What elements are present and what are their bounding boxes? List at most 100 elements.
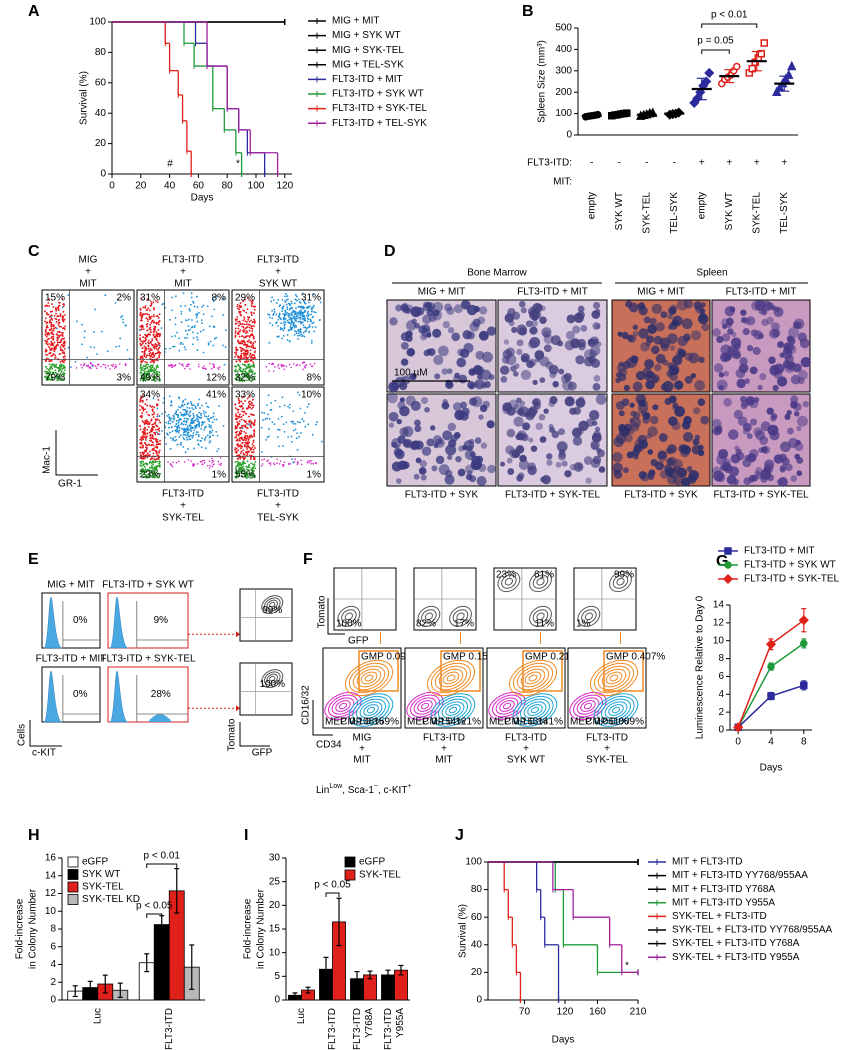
flow-event [237, 321, 239, 323]
flow-event [187, 448, 189, 450]
y-tick-label: 12 [45, 888, 57, 899]
flow-event [149, 334, 151, 336]
cell-nucleus [669, 396, 677, 404]
flow-event [171, 297, 173, 299]
gate-label: CMP 0.121% [422, 717, 481, 728]
y-tick-label: 0 [100, 169, 106, 180]
flow-event [183, 429, 185, 431]
flow-event [155, 346, 157, 348]
flow-event [150, 365, 152, 367]
flow-event [144, 408, 146, 410]
flow-event [249, 355, 251, 357]
flow-event [313, 311, 315, 313]
flow-event [196, 313, 198, 315]
flow-event [245, 353, 247, 355]
cell-nucleus [566, 331, 575, 340]
flow-event [237, 438, 239, 440]
y-tick-label: 2 [50, 977, 56, 988]
flow-event [144, 423, 146, 425]
flow-event [146, 366, 148, 368]
flow-event [62, 328, 64, 330]
flow-event [250, 457, 252, 459]
cell-nucleus [593, 375, 600, 382]
cell-nucleus [423, 303, 431, 311]
flow-event [44, 340, 46, 342]
flow-event [147, 318, 149, 320]
contour-percent: 99% [262, 605, 282, 616]
flow-event [58, 320, 60, 322]
cell-nucleus [585, 478, 591, 484]
cell-nucleus [506, 347, 515, 356]
flow-event [56, 333, 58, 335]
cell-nucleus [458, 375, 467, 384]
flow-event [243, 329, 245, 331]
flow-event [139, 334, 141, 336]
flow-event [152, 462, 154, 464]
flow-event [84, 363, 86, 365]
cell-nucleus [747, 433, 753, 439]
flow-event [291, 303, 293, 305]
flow-event [153, 316, 155, 318]
flow-event [293, 430, 295, 432]
flow-event [212, 460, 214, 462]
flow-event [212, 345, 214, 347]
cell-nucleus [731, 454, 741, 464]
flow-event [289, 314, 291, 316]
flow-event [172, 421, 174, 423]
flow-event [213, 412, 215, 414]
flow-event [59, 334, 61, 336]
flow-event [109, 368, 111, 370]
flow-event [321, 441, 323, 443]
flow-event [284, 310, 286, 312]
flow-event [234, 352, 236, 354]
flow-event [251, 311, 253, 313]
flow-event [146, 336, 148, 338]
cell-nucleus [445, 444, 456, 455]
cell-nucleus [470, 451, 476, 457]
axis-label: GFP [348, 636, 369, 647]
flow-event [311, 342, 313, 344]
flow-event [62, 315, 64, 317]
legend-swatch [68, 882, 78, 892]
flow-event [287, 339, 289, 341]
flow-event [190, 427, 192, 429]
flow-event [278, 367, 280, 369]
cell-nucleus [633, 445, 641, 453]
flow-event [244, 457, 246, 459]
flow-event [183, 432, 185, 434]
flow-event [204, 415, 206, 417]
flow-event [191, 403, 193, 405]
flow-event [169, 319, 171, 321]
flow-event [271, 317, 273, 319]
legend-label: MIG + SYK-TEL [332, 45, 404, 56]
cell-nucleus [589, 410, 599, 420]
cell-nucleus [726, 322, 732, 328]
flow-event [235, 365, 237, 367]
flow-event [251, 446, 253, 448]
flow-event [235, 318, 237, 320]
cell-nucleus [451, 333, 460, 342]
flow-event [266, 404, 268, 406]
flow-event [193, 337, 195, 339]
flow-event [152, 410, 154, 412]
flow-event [287, 320, 289, 322]
cell-nucleus [546, 453, 552, 459]
cell-nucleus [557, 441, 568, 452]
flow-event [243, 324, 245, 326]
cell-nucleus [460, 349, 469, 358]
cell-nucleus [629, 303, 639, 313]
scale-bar-label: 100 µM [394, 368, 428, 379]
flow-event [178, 406, 180, 408]
cell-nucleus [784, 414, 790, 420]
cell-nucleus [557, 341, 563, 347]
flow-event [300, 323, 302, 325]
flow-event [250, 357, 252, 359]
flow-event [244, 437, 246, 439]
cell-nucleus [596, 394, 607, 405]
cell-nucleus [761, 319, 768, 326]
quadrant-percent: 82% [416, 619, 436, 630]
flow-event [93, 331, 95, 333]
flow-event [148, 340, 150, 342]
flow-event [158, 347, 160, 349]
cell-nucleus [487, 420, 495, 428]
